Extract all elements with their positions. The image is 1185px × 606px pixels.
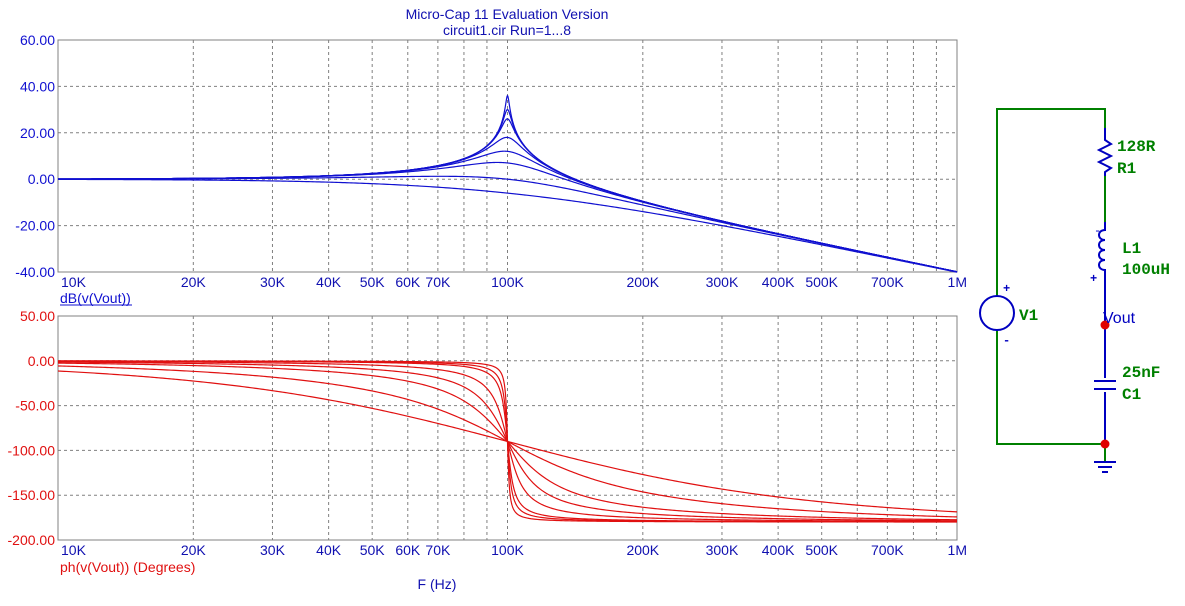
x-tick-label: 200K xyxy=(626,274,659,290)
capacitor-name: C1 xyxy=(1122,386,1141,404)
phase-x-tick-labels: 10K 20K 30K 40K 50K 60K 70K 100K 200K 300K 400K 500… xyxy=(61,542,967,558)
x-tick-label: 500K xyxy=(805,274,838,290)
source-name: V1 xyxy=(1019,307,1038,325)
x-tick-label: 20K xyxy=(181,274,207,290)
circuit-schematic: 128R R1 - + L1 100uH + - V1 Vout 25nF C1 xyxy=(979,108,1170,473)
magnitude-y-tick-labels: 60.00 40.00 20.00 0.00 -20.00 -40.00 xyxy=(15,32,55,280)
magnitude-plot-frame xyxy=(57,39,958,273)
phase-plot-frame xyxy=(57,315,958,541)
run-subtitle: circuit1.cir Run=1...8 xyxy=(443,22,571,38)
x-tick-label: 60K xyxy=(395,542,421,558)
magnitude-curve-run-7 xyxy=(58,175,958,273)
y-tick-label: 20.00 xyxy=(20,125,55,141)
x-tick-label: 50K xyxy=(360,274,386,290)
x-tick-label: 10K xyxy=(61,274,87,290)
phase-grid xyxy=(58,316,957,540)
phase-curves xyxy=(57,360,958,523)
x-tick-label: 500K xyxy=(805,542,838,558)
x-tick-label: 60K xyxy=(395,274,421,290)
frequency-axis-label: F (Hz) xyxy=(418,576,457,592)
y-tick-label: -40.00 xyxy=(15,264,55,280)
magnitude-y-axis-label: dB(v(Vout)) xyxy=(60,290,131,306)
magnitude-curve-run-6 xyxy=(57,161,958,273)
wire-top xyxy=(996,108,1106,325)
x-tick-label: 400K xyxy=(762,274,795,290)
y-tick-label: 50.00 xyxy=(20,308,55,324)
x-tick-label: 100K xyxy=(491,274,524,290)
y-tick-label: -100.00 xyxy=(8,442,56,458)
inductor-symbol xyxy=(1098,222,1106,285)
y-tick-label: -20.00 xyxy=(15,218,55,234)
magnitude-plot: 60.00 40.00 20.00 0.00 -20.00 -40.00 10K 20K 30… xyxy=(15,32,967,306)
magnitude-curves xyxy=(57,94,958,273)
x-tick-label: 1M xyxy=(948,542,967,558)
x-tick-label: 700K xyxy=(871,274,904,290)
y-tick-label: 0.00 xyxy=(28,171,55,187)
x-tick-label: 1M xyxy=(948,274,967,290)
y-tick-label: -50.00 xyxy=(15,398,55,414)
capacitor-value: 25nF xyxy=(1122,364,1160,382)
inductor-name: L1 xyxy=(1122,240,1141,258)
x-tick-label: 70K xyxy=(425,274,451,290)
source-plus-sign: + xyxy=(1003,282,1010,296)
x-tick-label: 300K xyxy=(706,542,739,558)
magnitude-grid xyxy=(58,40,957,272)
x-tick-label: 30K xyxy=(260,274,286,290)
magnitude-curve-run-3 xyxy=(57,118,958,273)
phase-curve-run-8 xyxy=(57,370,958,513)
x-tick-label: 40K xyxy=(316,542,342,558)
vout-node-label: Vout xyxy=(1103,310,1136,327)
x-tick-label: 200K xyxy=(626,542,659,558)
y-tick-label: 0.00 xyxy=(28,353,55,369)
x-tick-label: 20K xyxy=(181,542,207,558)
ground-node-dot xyxy=(1100,439,1110,449)
magnitude-curve-run-5 xyxy=(58,150,958,273)
y-tick-label: -200.00 xyxy=(8,532,56,548)
phase-y-tick-labels: 50.00 0.00 -50.00 -100.00 -150.00 -200.00 xyxy=(8,308,56,548)
x-tick-label: 700K xyxy=(871,542,904,558)
phase-plot: 50.00 0.00 -50.00 -100.00 -150.00 -200.00 10K… xyxy=(8,308,967,592)
vout-node-dot xyxy=(1100,320,1110,330)
inductor-value: 100uH xyxy=(1122,261,1170,279)
y-tick-label: -150.00 xyxy=(8,487,56,503)
x-tick-label: 300K xyxy=(706,274,739,290)
magnitude-curve-run-8 xyxy=(58,178,958,273)
source-minus-sign: - xyxy=(1003,334,1010,348)
inductor-minus-sign: - xyxy=(1094,224,1101,238)
resistor-symbol xyxy=(1096,128,1114,176)
x-tick-label: 50K xyxy=(360,542,386,558)
y-tick-label: 60.00 xyxy=(20,32,55,48)
phase-y-axis-label: ph(v(Vout)) (Degrees) xyxy=(60,559,195,575)
x-tick-label: 70K xyxy=(425,542,451,558)
resistor-name: R1 xyxy=(1117,160,1136,178)
x-tick-label: 40K xyxy=(316,274,342,290)
voltage-source-symbol xyxy=(979,295,1015,331)
wire-bottom xyxy=(996,330,1106,462)
y-tick-label: 40.00 xyxy=(20,78,55,94)
x-tick-label: 30K xyxy=(260,542,286,558)
x-tick-label: 400K xyxy=(762,542,795,558)
inductor-plus-sign: + xyxy=(1090,272,1097,286)
magnitude-x-tick-labels: 10K 20K 30K 40K 50K 60K 70K 100K 200K 300K 400K 500… xyxy=(61,274,967,290)
x-tick-label: 100K xyxy=(491,542,524,558)
resistor-value: 128R xyxy=(1117,138,1156,156)
window-title: Micro-Cap 11 Evaluation Version xyxy=(406,6,609,22)
x-tick-label: 10K xyxy=(61,542,87,558)
